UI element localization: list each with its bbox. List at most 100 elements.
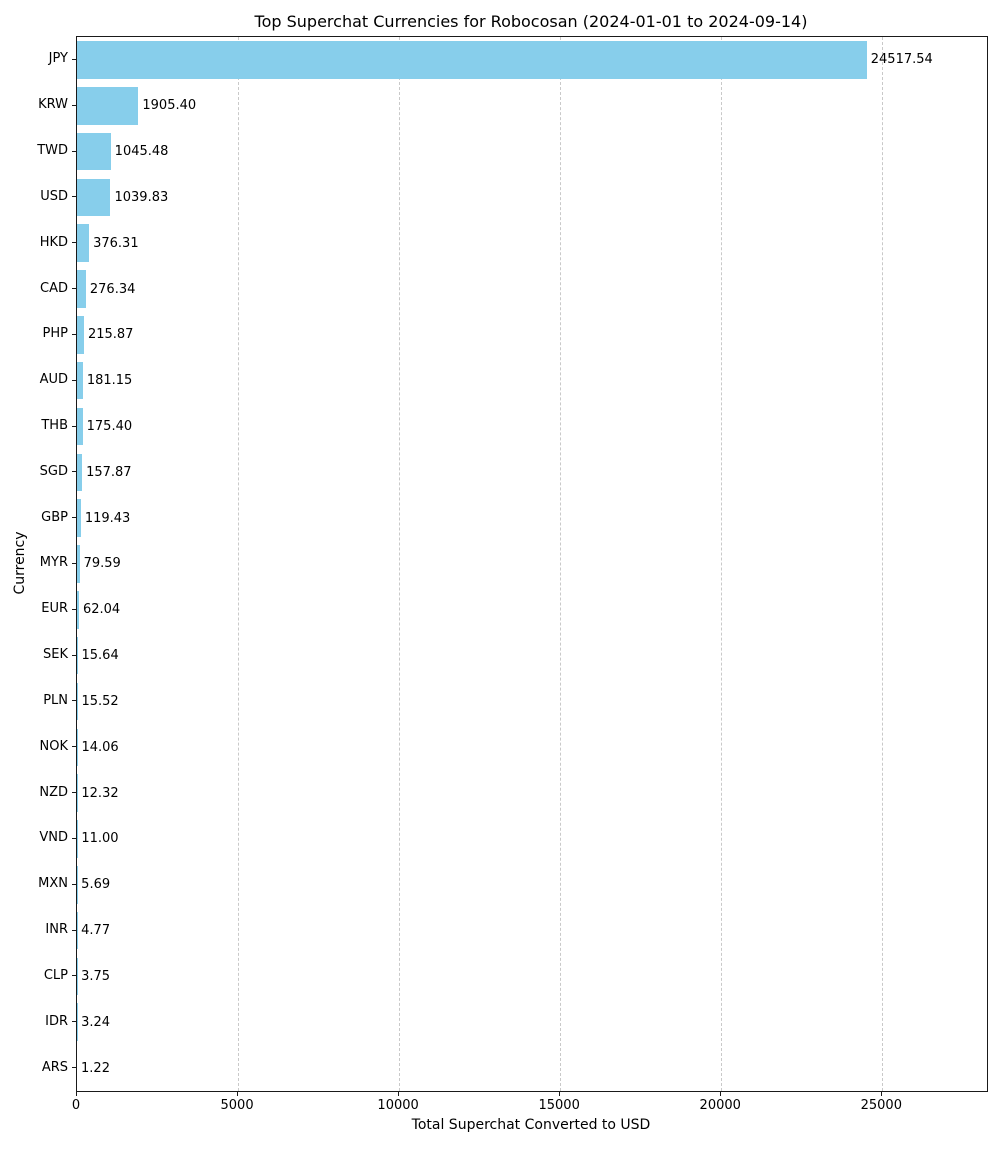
- y-tick-mark: [72, 883, 76, 885]
- x-tick-label: 5000: [220, 1098, 254, 1113]
- y-tick-mark: [72, 654, 76, 656]
- gridline: [721, 37, 723, 1091]
- y-tick-label: PLN: [43, 692, 68, 708]
- bar: [77, 361, 83, 400]
- y-tick-label: KRW: [38, 97, 68, 113]
- y-tick-mark: [72, 196, 76, 198]
- y-tick-label: CLP: [43, 967, 68, 983]
- y-tick-mark: [72, 1021, 76, 1023]
- bar: [77, 636, 78, 675]
- bar-value-label: 5.69: [81, 877, 111, 893]
- y-tick-label: NOK: [39, 738, 68, 754]
- bar-value-label: 1039.83: [114, 189, 169, 205]
- y-tick-label: CAD: [40, 280, 68, 296]
- bar-value-label: 1905.40: [142, 98, 197, 114]
- y-tick-mark: [72, 1067, 76, 1069]
- y-tick-mark: [72, 975, 76, 977]
- x-tick-mark: [720, 1092, 722, 1096]
- bar: [77, 224, 90, 262]
- bar-value-label: 11.00: [81, 831, 119, 847]
- y-tick-mark: [72, 929, 76, 931]
- bar: [77, 178, 111, 217]
- gridline: [238, 37, 240, 1091]
- y-tick-label: HKD: [39, 234, 68, 250]
- bar: [77, 407, 83, 446]
- bar-value-label: 175.40: [86, 419, 133, 434]
- x-tick-label: 10000: [377, 1098, 419, 1113]
- x-tick-label: 20000: [699, 1098, 741, 1113]
- y-tick-mark: [72, 242, 76, 244]
- y-tick-mark: [72, 608, 76, 610]
- bar-value-label: 119.43: [84, 510, 131, 526]
- y-tick-mark: [72, 379, 76, 381]
- x-tick-label: 0: [71, 1098, 81, 1113]
- bar-value-label: 24517.54: [870, 52, 933, 68]
- y-tick-label: USD: [40, 188, 68, 204]
- x-tick-label: 25000: [860, 1098, 902, 1113]
- y-tick-label: GBP: [41, 509, 68, 525]
- x-tick-mark: [237, 1092, 239, 1096]
- bar: [77, 270, 86, 308]
- bar-value-label: 276.34: [89, 281, 136, 297]
- bar-value-label: 1.22: [81, 1060, 110, 1076]
- bar-value-label: 14.06: [81, 739, 119, 755]
- x-tick-mark: [559, 1092, 561, 1096]
- x-tick-label: 15000: [538, 1098, 580, 1113]
- bar: [77, 86, 139, 125]
- y-tick-label: MYR: [39, 555, 68, 571]
- y-tick-mark: [72, 517, 76, 519]
- y-axis-label: Currency: [12, 531, 28, 595]
- y-tick-label: THB: [41, 418, 68, 433]
- gridline: [560, 37, 562, 1091]
- bar: [77, 316, 84, 354]
- x-tick-mark: [881, 1092, 883, 1096]
- bar-value-label: 181.15: [86, 373, 133, 389]
- bar-value-label: 4.77: [81, 923, 111, 939]
- bar-value-label: 157.87: [86, 464, 132, 480]
- y-tick-mark: [72, 700, 76, 702]
- bar-value-label: 376.31: [93, 235, 139, 251]
- gridline: [399, 37, 401, 1091]
- y-tick-label: EUR: [41, 601, 68, 617]
- x-tick-mark: [398, 1092, 400, 1096]
- y-tick-mark: [72, 563, 76, 564]
- bar-value-label: 3.75: [81, 968, 111, 984]
- bar-value-label: 15.52: [81, 693, 119, 709]
- y-tick-label: MXN: [38, 876, 68, 892]
- bar: [77, 132, 111, 171]
- bar-value-label: 215.87: [87, 327, 134, 343]
- x-axis-label: Total Superchat Converted to USD: [411, 1117, 651, 1133]
- y-tick-label: TWD: [37, 143, 68, 159]
- bar: [77, 453, 83, 492]
- y-tick-mark: [72, 746, 76, 748]
- plot-area: 24517.54 1905.40 1045.48 1039.83 376.31 276.3…: [76, 36, 988, 1092]
- y-tick-label: SGD: [39, 463, 68, 479]
- y-tick-label: AUD: [39, 372, 68, 388]
- y-tick-label: INR: [45, 922, 68, 938]
- bar: [77, 591, 79, 629]
- bar-value-label: 1045.48: [114, 144, 169, 160]
- bar-value-label: 79.59: [83, 556, 121, 572]
- chart-title: Top Superchat Currencies for Robocosan (…: [254, 12, 808, 31]
- x-tick-mark: [76, 1092, 77, 1096]
- y-tick-label: IDR: [45, 1013, 68, 1029]
- bar: [77, 41, 867, 79]
- y-tick-mark: [72, 58, 76, 60]
- bar-value-label: 15.64: [81, 648, 119, 664]
- y-tick-mark: [72, 792, 76, 794]
- bar-value-label: 62.04: [82, 602, 121, 618]
- y-tick-label: PHP: [42, 326, 68, 342]
- y-tick-mark: [72, 425, 76, 427]
- y-tick-label: JPY: [48, 51, 68, 67]
- y-tick-mark: [72, 837, 76, 839]
- y-tick-mark: [72, 288, 76, 290]
- bar: [77, 499, 81, 537]
- y-tick-label: VND: [39, 830, 68, 846]
- bar: [77, 545, 80, 583]
- y-tick-label: SEK: [43, 647, 68, 663]
- y-tick-label: ARS: [41, 1059, 68, 1075]
- y-tick-mark: [72, 104, 76, 106]
- y-tick-mark: [72, 333, 76, 335]
- y-tick-mark: [72, 471, 76, 473]
